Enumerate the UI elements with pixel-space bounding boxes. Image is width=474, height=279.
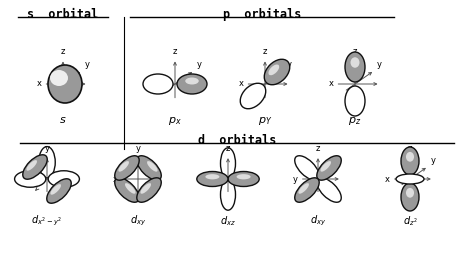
Ellipse shape [15,171,46,187]
Ellipse shape [48,171,80,187]
Text: y: y [136,144,140,153]
Ellipse shape [406,152,414,162]
Text: x: x [238,80,244,88]
Ellipse shape [264,59,290,85]
Ellipse shape [320,161,331,172]
Ellipse shape [115,178,139,202]
Ellipse shape [295,178,319,202]
Ellipse shape [47,179,71,203]
Ellipse shape [50,184,61,195]
Text: y: y [430,156,435,165]
Text: p  orbitals: p orbitals [223,8,301,21]
Ellipse shape [137,156,161,180]
Ellipse shape [350,57,359,68]
Ellipse shape [298,183,309,194]
Ellipse shape [317,156,341,180]
Ellipse shape [401,147,419,175]
Ellipse shape [197,172,228,186]
Text: z: z [61,47,65,57]
Text: z: z [353,47,357,57]
Ellipse shape [48,65,82,103]
Ellipse shape [147,161,158,172]
Text: z: z [226,144,230,153]
Text: x: x [36,80,42,88]
Text: $p_z$: $p_z$ [348,115,362,127]
Text: x: x [148,80,154,88]
Text: x: x [22,174,27,184]
Text: $p_x$: $p_x$ [168,115,182,127]
Ellipse shape [345,52,365,82]
Ellipse shape [237,174,251,179]
Ellipse shape [228,172,259,186]
Ellipse shape [295,156,319,180]
Text: y: y [85,60,90,69]
Ellipse shape [118,161,129,172]
Text: d  orbitals: d orbitals [198,134,276,147]
Text: s: s [60,115,66,125]
Ellipse shape [401,183,419,211]
Text: x: x [203,174,208,184]
Ellipse shape [240,83,266,109]
Ellipse shape [345,86,365,116]
Text: z: z [316,144,320,153]
Ellipse shape [220,179,236,210]
Ellipse shape [140,183,151,194]
Ellipse shape [205,174,219,179]
Ellipse shape [220,148,236,179]
Ellipse shape [143,74,173,94]
Text: y: y [197,60,201,69]
Text: $d_{x^2-y^2}$: $d_{x^2-y^2}$ [31,214,63,229]
Text: x: x [328,80,334,88]
Text: x: x [113,174,118,184]
Ellipse shape [125,183,136,194]
Text: $d_{xz}$: $d_{xz}$ [220,214,236,228]
Ellipse shape [406,188,414,198]
Ellipse shape [268,64,279,75]
Ellipse shape [115,156,139,180]
Ellipse shape [50,70,68,86]
Text: $d_{xy}$: $d_{xy}$ [310,214,326,229]
Text: y: y [45,144,49,153]
Ellipse shape [177,74,207,94]
Text: x: x [385,174,390,184]
Text: y: y [287,60,292,69]
Ellipse shape [27,160,37,171]
Ellipse shape [396,174,424,184]
Text: $d_{xy}$: $d_{xy}$ [130,214,146,229]
Text: z: z [173,47,177,57]
Text: z: z [263,47,267,57]
Text: y: y [377,60,382,69]
Text: s  orbital: s orbital [27,8,99,21]
Text: z: z [408,144,412,153]
Ellipse shape [137,178,161,202]
Ellipse shape [185,78,199,85]
Text: $d_{z^2}$: $d_{z^2}$ [403,214,417,228]
Text: $p_Y$: $p_Y$ [258,115,272,127]
Ellipse shape [39,146,55,178]
Ellipse shape [23,155,47,179]
Ellipse shape [317,178,341,202]
Text: y: y [293,174,298,184]
